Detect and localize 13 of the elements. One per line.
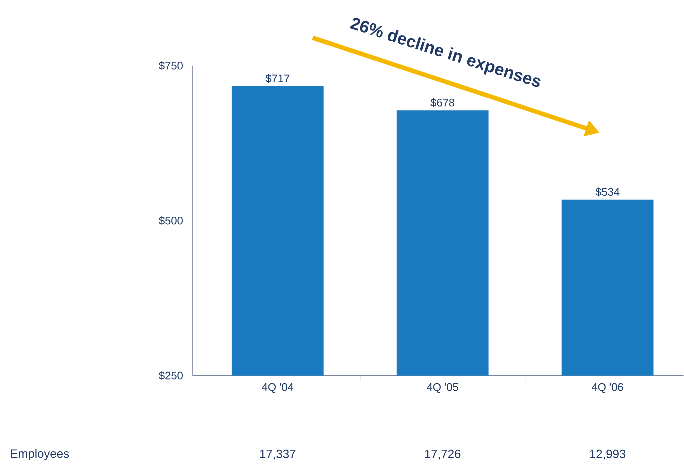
text: Employees (11, 449, 70, 461)
x-tick-label: 4Q '06 (592, 383, 624, 394)
x-tick-label: 4Q '05 (427, 383, 458, 394)
y-tick-label: $500 (159, 216, 183, 226)
data-label: $717 (266, 74, 290, 84)
data-label: $678 (430, 98, 455, 108)
text: 12,993 (590, 450, 626, 460)
y-tick-label: $750 (159, 62, 183, 70)
text: 17,337 (260, 450, 296, 460)
text: 17,726 (425, 450, 461, 460)
data-label: $534 (596, 188, 620, 197)
x-tick-label: 4Q '04 (262, 383, 294, 394)
y-tick-label: $250 (159, 372, 183, 380)
